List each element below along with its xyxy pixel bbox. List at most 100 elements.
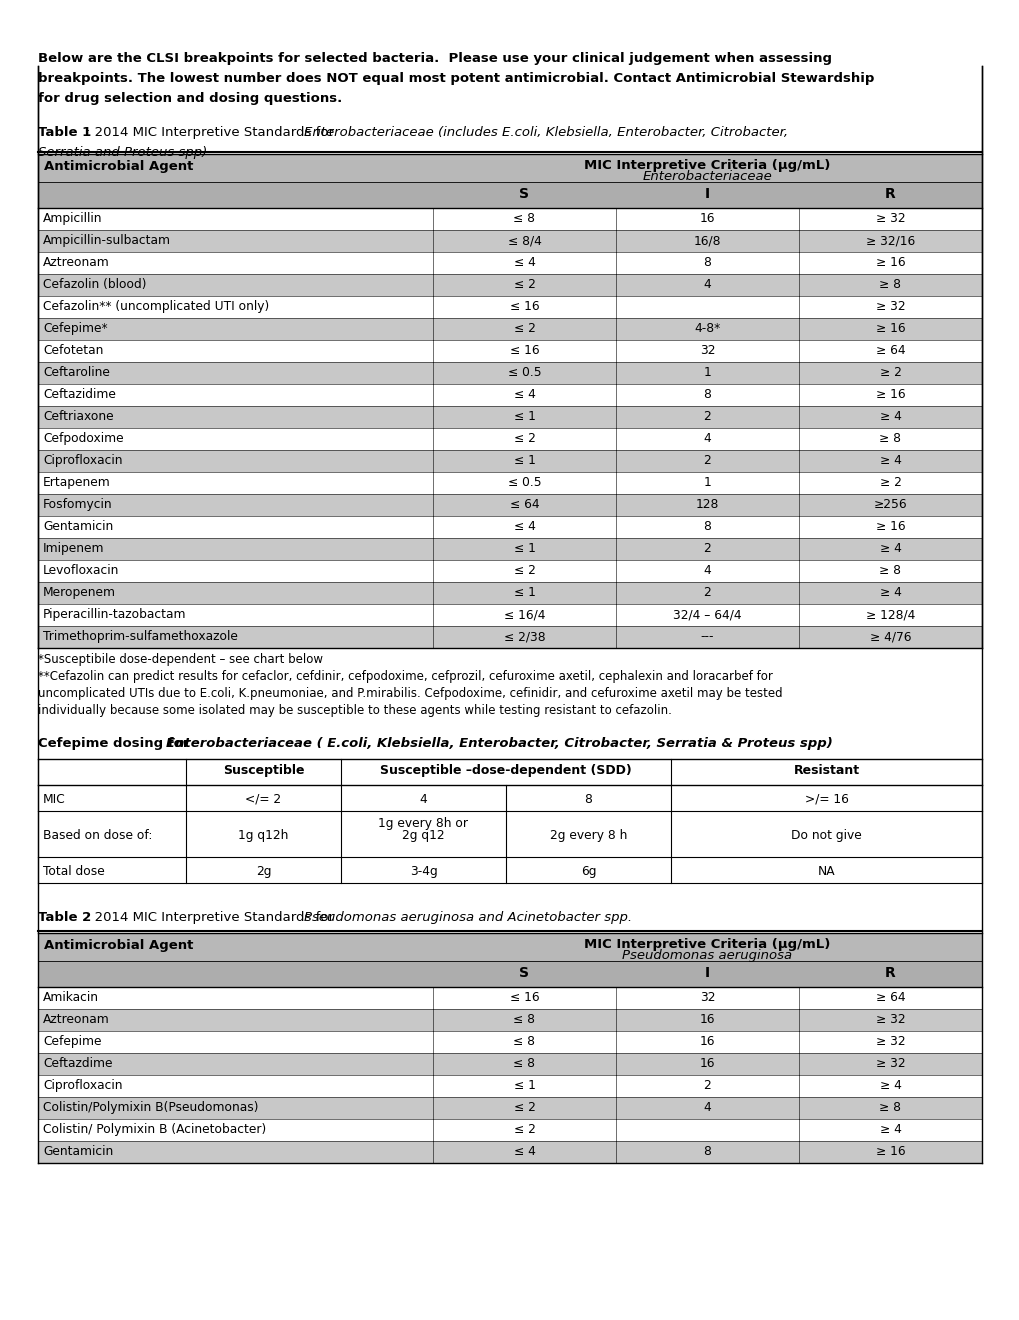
Text: 8: 8 xyxy=(584,793,592,807)
Bar xyxy=(38,252,981,275)
Bar xyxy=(38,154,981,209)
Bar xyxy=(38,785,981,810)
Text: ≤ 16: ≤ 16 xyxy=(510,345,539,356)
Text: ≤ 4: ≤ 4 xyxy=(513,1144,535,1158)
Text: Meropenem: Meropenem xyxy=(43,586,116,599)
Text: Serratia and Proteus spp): Serratia and Proteus spp) xyxy=(38,147,207,158)
Text: I: I xyxy=(704,966,709,979)
Text: Ciprofloxacin: Ciprofloxacin xyxy=(43,1078,122,1092)
Text: 16/8: 16/8 xyxy=(693,234,720,247)
Text: ≥ 4/76: ≥ 4/76 xyxy=(869,630,910,643)
Text: 32: 32 xyxy=(699,991,714,1005)
Text: 1: 1 xyxy=(703,477,710,488)
Text: Antimicrobial Agent: Antimicrobial Agent xyxy=(44,160,194,173)
Bar xyxy=(38,275,981,296)
Text: ≤ 4: ≤ 4 xyxy=(513,388,535,401)
Text: Ampicillin: Ampicillin xyxy=(43,213,102,224)
Text: ≥ 4: ≥ 4 xyxy=(878,411,901,422)
Text: ≤ 8: ≤ 8 xyxy=(513,213,535,224)
Text: ≤ 0.5: ≤ 0.5 xyxy=(507,366,541,379)
Text: 16: 16 xyxy=(699,1057,714,1071)
Text: Cefepime dosing for: Cefepime dosing for xyxy=(38,737,194,750)
Text: Total dose: Total dose xyxy=(43,865,105,878)
Text: ≥ 32: ≥ 32 xyxy=(875,1057,905,1071)
Text: Cefpodoxime: Cefpodoxime xyxy=(43,432,123,445)
Bar xyxy=(38,1053,981,1074)
Text: ≥ 16: ≥ 16 xyxy=(875,322,905,335)
Text: ≥ 16: ≥ 16 xyxy=(875,388,905,401)
Text: ≤ 64: ≤ 64 xyxy=(510,498,539,511)
Text: 32: 32 xyxy=(699,345,714,356)
Bar xyxy=(38,450,981,473)
Text: 2: 2 xyxy=(703,454,710,467)
Text: </= 2: </= 2 xyxy=(246,793,281,807)
Bar xyxy=(38,384,981,407)
Text: ≥ 32: ≥ 32 xyxy=(875,1012,905,1026)
Text: Gentamicin: Gentamicin xyxy=(43,1144,113,1158)
Text: 2: 2 xyxy=(703,1078,710,1092)
Text: ≥ 32: ≥ 32 xyxy=(875,300,905,313)
Bar xyxy=(38,1074,981,1097)
Text: MIC: MIC xyxy=(43,793,65,807)
Text: Ampicillin-sulbactam: Ampicillin-sulbactam xyxy=(43,234,171,247)
Text: ≥ 2: ≥ 2 xyxy=(878,366,901,379)
Text: 3-4g: 3-4g xyxy=(410,865,437,878)
Text: ≤ 8: ≤ 8 xyxy=(513,1057,535,1071)
Text: uncomplicated UTIs due to E.coli, K.pneumoniae, and P.mirabilis. Cefpodoxime, ce: uncomplicated UTIs due to E.coli, K.pneu… xyxy=(38,686,782,700)
Bar xyxy=(38,605,981,626)
Text: ≤ 2: ≤ 2 xyxy=(513,279,535,290)
Bar xyxy=(38,933,981,987)
Bar xyxy=(38,318,981,341)
Text: 2: 2 xyxy=(703,411,710,422)
Text: Fosfomycin: Fosfomycin xyxy=(43,498,112,511)
Text: ≥ 32/16: ≥ 32/16 xyxy=(865,234,914,247)
Bar xyxy=(38,209,981,230)
Text: ≥256: ≥256 xyxy=(873,498,907,511)
Text: 16: 16 xyxy=(699,213,714,224)
Text: Levofloxacin: Levofloxacin xyxy=(43,564,119,577)
Bar xyxy=(38,1140,981,1163)
Text: 2g every 8 h: 2g every 8 h xyxy=(549,829,627,842)
Text: ≤ 4: ≤ 4 xyxy=(513,256,535,269)
Text: Based on dose of:: Based on dose of: xyxy=(43,829,152,842)
Text: ---: --- xyxy=(700,630,713,643)
Text: ≥ 64: ≥ 64 xyxy=(875,991,905,1005)
Text: 1: 1 xyxy=(703,366,710,379)
Bar xyxy=(38,516,981,539)
Text: Cefepime: Cefepime xyxy=(43,1035,102,1048)
Text: ≤ 1: ≤ 1 xyxy=(513,586,535,599)
Text: S: S xyxy=(519,966,529,979)
Text: Aztreonam: Aztreonam xyxy=(43,1012,110,1026)
Text: Ceftriaxone: Ceftriaxone xyxy=(43,411,113,422)
Text: Enterobacteriaceae ( E.coli, Klebsiella, Enterobacter, Citrobacter, Serratia & P: Enterobacteriaceae ( E.coli, Klebsiella,… xyxy=(166,737,832,750)
Bar xyxy=(38,494,981,516)
Text: ≤ 4: ≤ 4 xyxy=(513,520,535,533)
Text: 16: 16 xyxy=(699,1035,714,1048)
Text: MIC Interpretive Criteria (µg/mL): MIC Interpretive Criteria (µg/mL) xyxy=(584,939,829,950)
Text: 8: 8 xyxy=(703,388,710,401)
Text: ≤ 2: ≤ 2 xyxy=(513,564,535,577)
Text: 2g: 2g xyxy=(256,865,271,878)
Text: Amikacin: Amikacin xyxy=(43,991,99,1005)
Bar xyxy=(38,759,981,785)
Text: Ceftazdime: Ceftazdime xyxy=(43,1057,112,1071)
Text: ≥ 16: ≥ 16 xyxy=(875,520,905,533)
Text: 4: 4 xyxy=(703,564,710,577)
Text: Resistant: Resistant xyxy=(793,764,859,777)
Text: NA: NA xyxy=(817,865,835,878)
Text: Antimicrobial Agent: Antimicrobial Agent xyxy=(44,939,194,952)
Bar xyxy=(38,810,981,857)
Text: ≤ 1: ≤ 1 xyxy=(513,454,535,467)
Text: Ertapenem: Ertapenem xyxy=(43,477,111,488)
Text: ≥ 8: ≥ 8 xyxy=(878,564,901,577)
Text: MIC Interpretive Criteria (µg/mL): MIC Interpretive Criteria (µg/mL) xyxy=(584,158,829,172)
Text: Trimethoprim-sulfamethoxazole: Trimethoprim-sulfamethoxazole xyxy=(43,630,237,643)
Text: for drug selection and dosing questions.: for drug selection and dosing questions. xyxy=(38,92,342,106)
Text: 1g q12h: 1g q12h xyxy=(238,829,288,842)
Bar xyxy=(38,560,981,582)
Text: Cefazolin** (uncomplicated UTI only): Cefazolin** (uncomplicated UTI only) xyxy=(43,300,269,313)
Text: Pseudomonas aeruginosa and Acinetobacter spp.: Pseudomonas aeruginosa and Acinetobacter… xyxy=(304,911,632,924)
Text: individually because some isolated may be susceptible to these agents while test: individually because some isolated may b… xyxy=(38,704,672,717)
Text: 2g q12: 2g q12 xyxy=(401,829,444,842)
Text: ≤ 8: ≤ 8 xyxy=(513,1035,535,1048)
